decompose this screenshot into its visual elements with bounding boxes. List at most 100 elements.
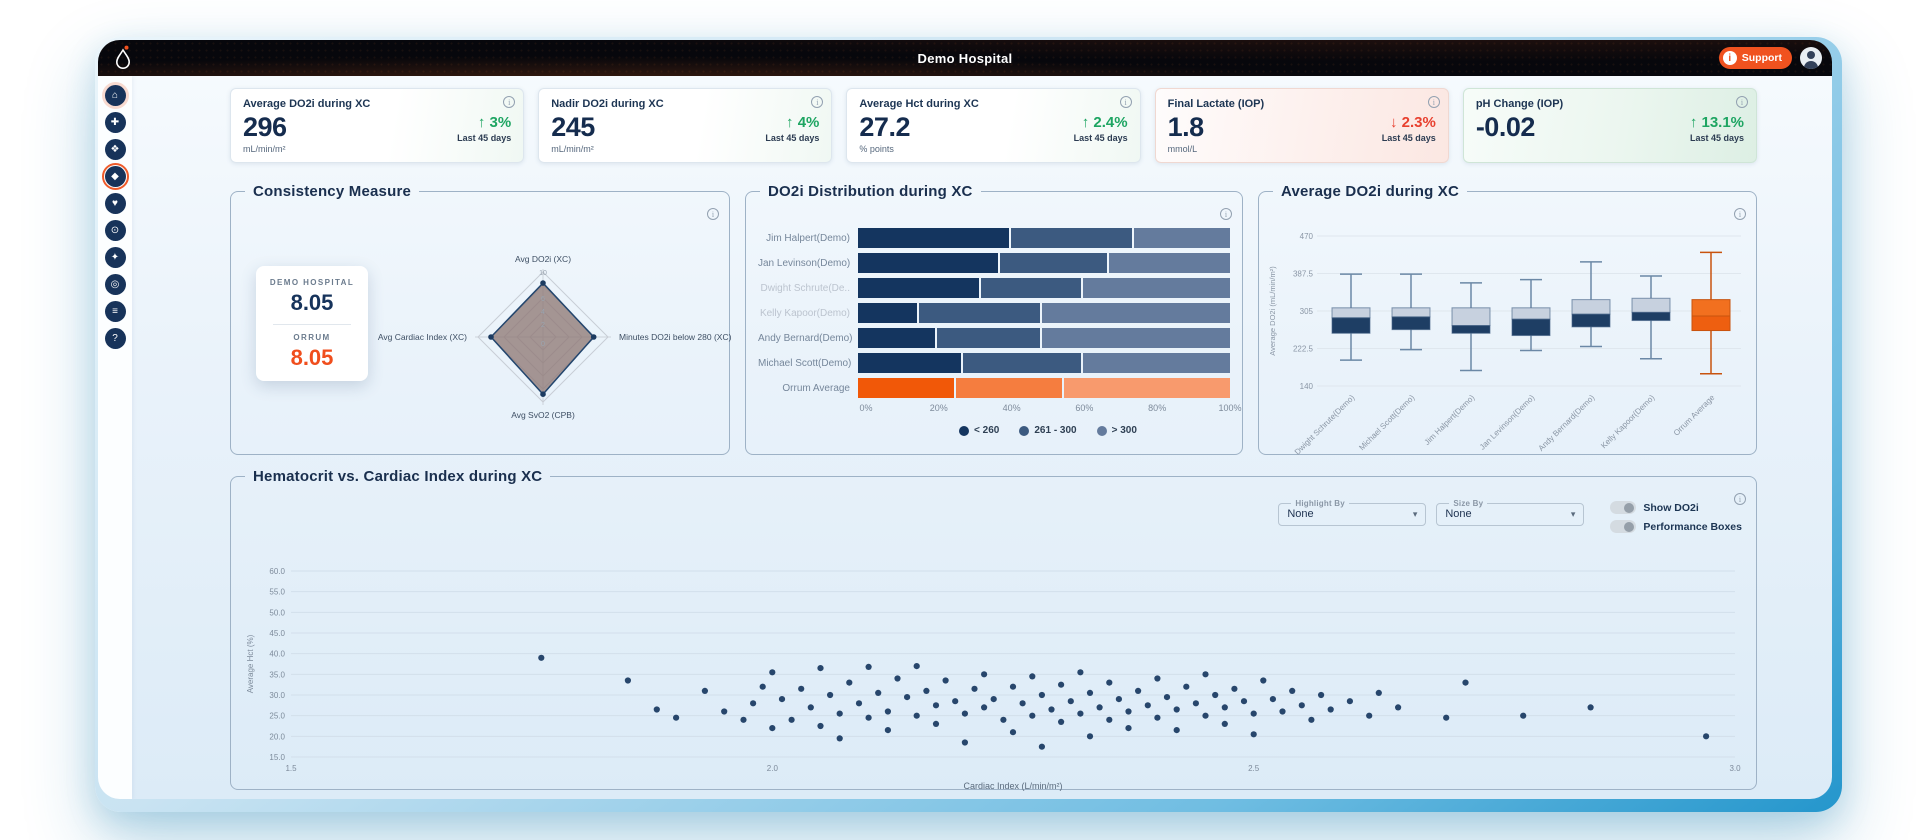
support-button[interactable]: i Support <box>1718 47 1792 69</box>
distribution-bar <box>858 378 1230 398</box>
svg-text:Orrum Average: Orrum Average <box>1672 393 1717 438</box>
bar-segment <box>963 353 1081 373</box>
show-do2i-toggle[interactable]: Show DO2i <box>1610 501 1742 514</box>
info-icon[interactable] <box>1736 96 1749 108</box>
scatter-controls: Highlight By None ▾ Size By None ▾ <box>1278 499 1742 533</box>
kpi-trend-block: ↓ 2.3% Last 45 days <box>1382 114 1436 154</box>
axis-tick: 100% <box>1218 403 1242 413</box>
sidebar-item-clinic[interactable]: ✚ <box>104 112 126 133</box>
distribution-row-label: Jim Halpert(Demo) <box>766 232 850 244</box>
info-icon[interactable] <box>503 96 516 108</box>
distribution-row: Jan Levinson(Demo) <box>758 253 1230 273</box>
info-icon[interactable] <box>1119 96 1132 108</box>
info-icon[interactable] <box>1220 208 1232 220</box>
axis-tick: 0% <box>859 403 873 413</box>
kpi-card: Average DO2i during XC 296 mL/min/m² ↑ 3% La… <box>230 88 525 163</box>
charts-row: Consistency Measure DEMO HOSPITAL 8.05 O… <box>230 183 1757 457</box>
svg-text:60.0: 60.0 <box>269 567 285 576</box>
kpi-change: ↑ 3% <box>477 114 512 131</box>
kpi-unit: mmol/L <box>1167 144 1198 154</box>
app-window: Demo Hospital i Support ⌂ ✚ ❖ ◆ ♥ ⊙ ✦ ◎ ≡? Avera… <box>98 40 1832 799</box>
kpi-cards-row: Average DO2i during XC 296 mL/min/m² ↑ 3% La… <box>230 88 1758 163</box>
bar-segment <box>858 303 917 323</box>
svg-text:305: 305 <box>1300 307 1314 316</box>
kpi-unit: mL/min/m² <box>243 144 286 154</box>
bar-segment <box>858 253 998 273</box>
sidebar-nav: ⌂ ✚ ❖ ◆ ♥ ⊙ ✦ ◎ ≡? <box>98 76 132 799</box>
distribution-row-label: Michael Scott(Demo) <box>758 357 852 369</box>
svg-text:30.0: 30.0 <box>269 691 285 700</box>
sidebar-item-home[interactable]: ⌂ <box>104 85 126 106</box>
distribution-row-label: Dwight Schrute(De.. <box>760 282 850 294</box>
svg-text:15.0: 15.0 <box>269 753 285 762</box>
info-icon[interactable] <box>1734 208 1746 220</box>
size-by-label: Size By <box>1453 499 1484 508</box>
scatter-chart: 15.0 20.0 25.0 30.0 35.0 40.0 45.0 50.0 55.0 60.0… <box>239 561 1748 799</box>
kpi-card-body: 1.8 mmol/L ↓ 2.3% Last 45 days <box>1167 114 1436 155</box>
care-icon: ❖ <box>110 144 120 155</box>
svg-text:35.0: 35.0 <box>269 670 285 679</box>
svg-text:2.5: 2.5 <box>1248 764 1260 773</box>
svg-text:140: 140 <box>1300 382 1314 391</box>
performance-boxes-label: Performance Boxes <box>1643 520 1742 533</box>
sidebar-item-audit[interactable]: ◎ <box>104 274 126 295</box>
kpi-card-body: 296 mL/min/m² ↑ 3% Last 45 days <box>243 114 512 155</box>
orrum-logo-icon <box>112 45 134 71</box>
sidebar-item-report[interactable]: ≡ <box>104 301 126 322</box>
audit-icon: ◎ <box>110 279 120 290</box>
sidebar-item-care[interactable]: ❖ <box>104 139 126 160</box>
info-icon[interactable] <box>811 96 824 108</box>
kpi-value-block: 296 mL/min/m² <box>243 114 287 155</box>
distribution-row-label: Orrum Average <box>782 382 850 394</box>
bar-segment <box>1010 228 1133 248</box>
scatter-panel-title: Hematocrit vs. Cardiac Index during XC <box>253 468 543 485</box>
toggle-switch-icon <box>1610 520 1637 533</box>
patient-icon: ✦ <box>110 252 120 263</box>
kpi-card-title: Average DO2i during XC <box>243 98 371 110</box>
distribution-panel-title: DO2i Distribution during XC <box>768 183 973 200</box>
distribution-row-label: Jan Levinson(Demo) <box>758 257 851 269</box>
distribution-row: Orrum Average <box>758 378 1230 398</box>
boxplot-panel: Average DO2i during XC 140 222.5 305 387.5 4… <box>1258 183 1757 457</box>
top-bar: Demo Hospital i Support <box>98 40 1832 76</box>
svg-text:20.0: 20.0 <box>269 732 285 741</box>
performance-boxes-toggle[interactable]: Performance Boxes <box>1610 520 1742 533</box>
info-icon[interactable] <box>1734 493 1746 505</box>
kpi-change: ↑ 4% <box>786 114 820 131</box>
info-icon[interactable] <box>1427 96 1440 108</box>
kpi-card: pH Change (IOP) -0.02 ↑ 13.1% Last 45 days <box>1462 88 1758 163</box>
legend-dot-icon <box>959 425 970 436</box>
heart-icon: ♥ <box>112 198 118 209</box>
size-by-select[interactable]: Size By None ▾ <box>1436 499 1585 526</box>
kpi-period: Last 45 days <box>1381 133 1436 143</box>
axis-tick: 80% <box>1148 403 1167 413</box>
kpi-trend-block: ↑ 2.4% Last 45 days <box>1074 114 1128 154</box>
info-icon[interactable] <box>707 208 719 220</box>
kpi-period: Last 45 days <box>1689 133 1745 143</box>
kpi-card-title: Final Lactate (IOP) <box>1167 98 1265 110</box>
sidebar-item-help[interactable]: ? <box>104 328 126 349</box>
kpi-value-block: -0.02 <box>1476 114 1536 144</box>
svg-text:50.0: 50.0 <box>269 608 285 617</box>
sidebar-item-perfusion[interactable]: ◆ <box>101 163 129 190</box>
svg-text:Jim Halpert(Demo): Jim Halpert(Demo) <box>1423 393 1477 447</box>
sidebar-item-hub[interactable]: ⊙ <box>104 220 126 241</box>
sidebar-item-patient[interactable]: ✦ <box>104 247 126 268</box>
kpi-card-body: 27.2 % points ↑ 2.4% Last 45 days <box>859 114 1128 155</box>
legend-dot-icon <box>1019 425 1030 436</box>
user-avatar[interactable] <box>1800 47 1822 69</box>
distribution-row: Michael Scott(Demo) <box>758 353 1230 373</box>
radar-chart: 0 2 4 6 10 Avg DO2i (XC) Minutes DO2i below 28… <box>231 200 732 454</box>
consistency-score-card: DEMO HOSPITAL 8.05 ORRUM 8.05 <box>256 266 368 381</box>
distribution-bar <box>858 278 1230 298</box>
sidebar-item-heart[interactable]: ♥ <box>104 193 126 214</box>
highlight-by-label: Highlight By <box>1295 499 1345 508</box>
kpi-period: Last 45 days <box>1073 133 1128 143</box>
kpi-card-body: -0.02 ↑ 13.1% Last 45 days <box>1476 114 1744 144</box>
svg-text:25.0: 25.0 <box>269 712 285 721</box>
bar-segment <box>955 378 1063 398</box>
show-do2i-label: Show DO2i <box>1643 501 1699 514</box>
svg-text:0: 0 <box>541 341 545 348</box>
highlight-by-select[interactable]: Highlight By None ▾ <box>1278 499 1427 526</box>
kpi-unit: mL/min/m² <box>551 144 594 154</box>
